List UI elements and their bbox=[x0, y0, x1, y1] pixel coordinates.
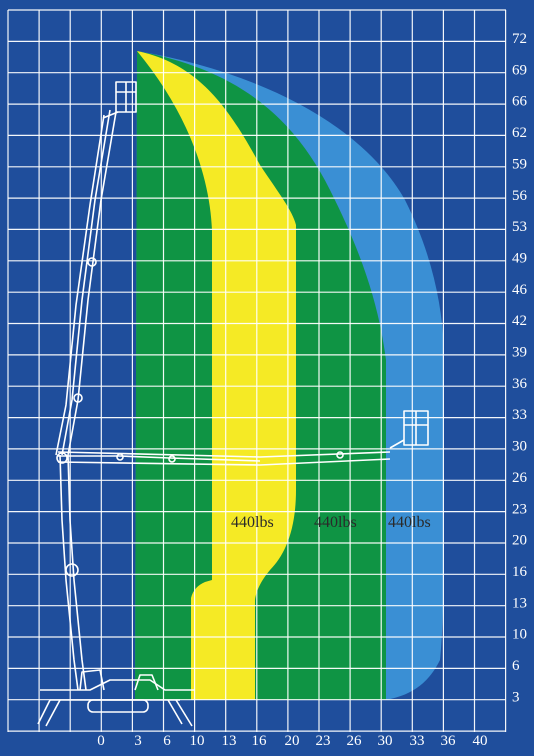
y-tick-label: 69 bbox=[512, 62, 527, 78]
zone-label-blue: 440lbs bbox=[388, 514, 431, 531]
y-tick-label: 26 bbox=[512, 470, 528, 486]
y-tick-label: 10 bbox=[512, 627, 527, 643]
y-tick-label: 72 bbox=[512, 31, 527, 47]
y-tick-label: 6 bbox=[512, 658, 520, 674]
y-tick-label: 46 bbox=[512, 282, 528, 298]
y-tick-label: 42 bbox=[512, 313, 527, 329]
x-tick-label: 26 bbox=[347, 733, 363, 749]
x-tick-label: 10 bbox=[190, 733, 205, 749]
x-tick-label: 6 bbox=[163, 733, 171, 749]
x-tick-label: 16 bbox=[252, 733, 268, 749]
x-tick-label: 33 bbox=[410, 733, 425, 749]
x-tick-label: 3 bbox=[134, 733, 142, 749]
x-tick-label: 20 bbox=[285, 733, 300, 749]
y-tick-label: 23 bbox=[512, 501, 527, 517]
y-tick-label: 49 bbox=[512, 251, 527, 267]
y-tick-label: 39 bbox=[512, 345, 527, 361]
y-tick-label: 30 bbox=[512, 439, 527, 455]
y-tick-label: 13 bbox=[512, 595, 527, 611]
y-tick-label: 20 bbox=[512, 533, 527, 549]
grid-lines bbox=[7, 9, 507, 732]
x-tick-label: 13 bbox=[222, 733, 237, 749]
y-tick-label: 33 bbox=[512, 407, 527, 423]
zone-label-green: 440lbs bbox=[314, 514, 357, 531]
x-tick-label: 0 bbox=[97, 733, 105, 749]
y-tick-label: 56 bbox=[512, 188, 528, 204]
x-tick-label: 23 bbox=[316, 733, 331, 749]
y-tick-label: 16 bbox=[512, 564, 528, 580]
boom-lift-illustration bbox=[37, 81, 429, 727]
zone-label-yellow: 440lbs bbox=[231, 514, 274, 531]
x-tick-label: 30 bbox=[378, 733, 393, 749]
y-tick-label: 53 bbox=[512, 219, 527, 235]
y-tick-label: 66 bbox=[512, 94, 528, 110]
y-tick-label: 36 bbox=[512, 376, 528, 392]
x-tick-label: 36 bbox=[441, 733, 457, 749]
y-tick-label: 62 bbox=[512, 125, 527, 141]
y-tick-label: 3 bbox=[512, 689, 520, 705]
x-tick-label: 40 bbox=[473, 733, 488, 749]
y-tick-label: 59 bbox=[512, 156, 527, 172]
